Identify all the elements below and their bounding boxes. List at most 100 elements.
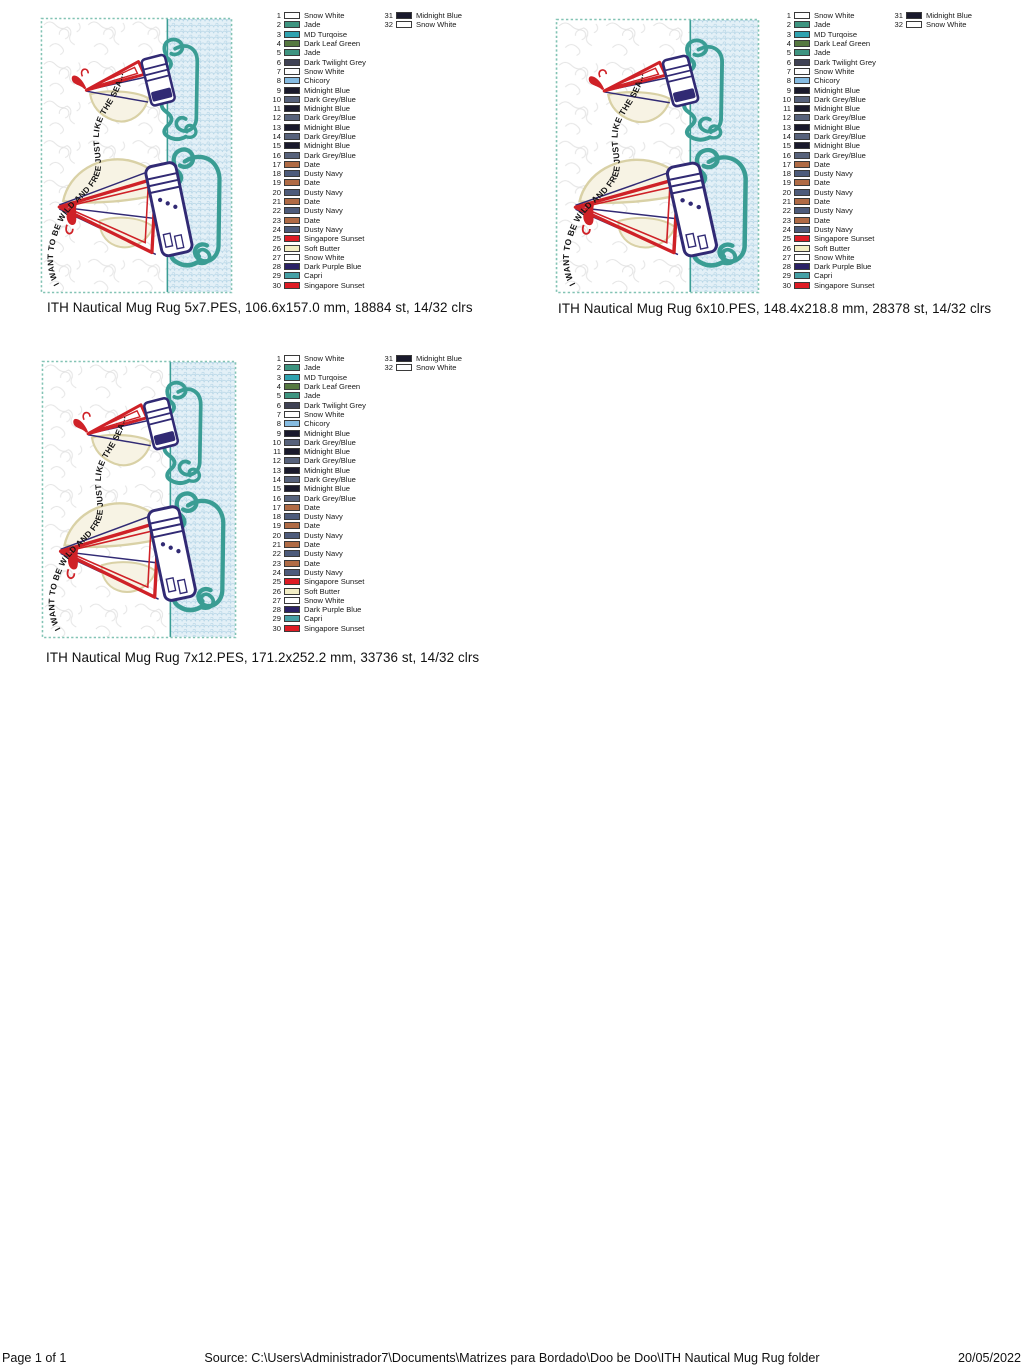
thread-row: 2 Jade (268, 363, 366, 372)
thread-swatch (284, 207, 300, 215)
thread-swatch (284, 448, 300, 456)
thread-name: Dark Twilight Grey (814, 57, 876, 67)
thread-row: 18 Dusty Navy (268, 512, 366, 521)
sailboat-small (73, 380, 203, 486)
thread-row: 21 Date (268, 540, 366, 549)
thread-swatch (794, 244, 810, 252)
thread-swatch (284, 466, 300, 474)
thread-name: Dusty Navy (304, 187, 343, 197)
red-sail-small (84, 60, 146, 92)
thread-name: Date (304, 178, 321, 188)
thread-swatch (284, 188, 300, 196)
thread-swatch (396, 364, 412, 372)
thread-row: 24 Dusty Navy (778, 225, 876, 234)
thread-number: 28 (272, 605, 281, 615)
thread-row: 14 Dark Grey/Blue (778, 132, 876, 141)
thread-number: 1 (276, 354, 281, 364)
thread-name: Dark Leaf Green (814, 39, 871, 49)
thread-number: 30 (782, 280, 791, 290)
thread-row: 10 Dark Grey/Blue (268, 95, 366, 104)
thread-name: Singapore Sunset (304, 577, 365, 587)
thread-swatch (284, 123, 300, 131)
thread-name: Jade (814, 20, 831, 30)
thread-swatch (284, 67, 300, 75)
thread-row: 3 MD Turqoise (778, 30, 876, 39)
thread-swatch (284, 503, 300, 511)
thread-row: 31 Midnight Blue (380, 354, 462, 363)
thread-name: Chicory (304, 419, 330, 429)
thread-number: 1 (276, 11, 281, 21)
thread-name: Snow White (304, 354, 345, 364)
thread-number: 18 (782, 169, 791, 179)
thread-swatch (284, 541, 300, 549)
thread-number: 9 (276, 85, 281, 95)
thread-swatch (284, 615, 300, 623)
thread-row: 1 Snow White (268, 354, 366, 363)
thread-swatch (284, 559, 300, 567)
thread-swatch (284, 77, 300, 85)
thread-swatch (396, 21, 412, 29)
thread-swatch (794, 179, 810, 187)
thread-number: 17 (272, 159, 281, 169)
thread-name: Dusty Navy (304, 530, 343, 540)
thread-number: 4 (276, 39, 281, 49)
thread-name: Jade (304, 20, 321, 30)
thread-number: 10 (272, 94, 281, 104)
thread-number: 14 (272, 132, 281, 141)
thread-row: 31 Midnight Blue (890, 11, 972, 20)
thread-name: MD Turqoise (814, 29, 858, 39)
thread-name: Dusty Navy (304, 169, 343, 179)
thread-swatch (284, 587, 300, 595)
thread-row: 23 Date (268, 216, 366, 225)
thread-row: 12 Dark Grey/Blue (268, 113, 366, 122)
hull-large (144, 161, 194, 258)
thread-swatch (284, 198, 300, 206)
thread-swatch (794, 281, 810, 289)
flag-small (73, 418, 89, 433)
thread-name: Midnight Blue (304, 447, 351, 457)
thread-swatch (284, 86, 300, 94)
thread-swatch (284, 105, 300, 113)
thread-name: Dark Grey/Blue (304, 132, 356, 141)
thread-row: 7 Snow White (268, 410, 366, 419)
thread-swatch (284, 550, 300, 558)
thread-swatch (284, 21, 300, 29)
thread-name: Midnight Blue (304, 141, 351, 151)
thread-swatch (396, 12, 412, 20)
thread-number: 6 (276, 57, 281, 67)
thread-number: 2 (276, 363, 281, 373)
thread-row: 8 Chicory (778, 76, 876, 85)
thread-row: 22 Dusty Navy (268, 206, 366, 215)
thread-number: 17 (272, 502, 281, 512)
boat-artwork: I WANT TO BE WILD AND FREE JUST LIKE THE… (41, 360, 237, 639)
thread-name: Dark Grey/Blue (814, 113, 866, 123)
thread-number: 5 (786, 48, 791, 58)
thread-row: 22 Dusty Navy (268, 549, 366, 558)
thread-number: 18 (272, 169, 281, 179)
footer-date: 20/05/2022 (957, 1351, 1021, 1365)
design-block-7x12: I WANT TO BE WILD AND FREE JUST LIKE THE… (40, 354, 510, 684)
thread-row: 1 Snow White (778, 11, 876, 20)
thread-number: 31 (384, 11, 393, 21)
thread-swatch (284, 383, 300, 391)
thread-number: 25 (272, 577, 281, 587)
thread-swatch (906, 21, 922, 29)
thread-name: Date (304, 197, 321, 207)
thread-swatch (284, 364, 300, 372)
thread-row: 32 Snow White (380, 363, 462, 372)
thread-row: 11 Midnight Blue (268, 447, 366, 456)
thread-name: Singapore Sunset (814, 234, 875, 244)
thread-number: 31 (384, 354, 393, 364)
thread-number: 27 (272, 595, 281, 605)
thread-number: 14 (782, 132, 791, 141)
thread-name: Chicory (814, 76, 840, 86)
thread-name: Midnight Blue (416, 11, 463, 21)
thread-name: Dark Grey/Blue (304, 150, 356, 160)
thread-name: Soft Butter (304, 243, 340, 253)
thread-swatch (284, 410, 300, 418)
hull-large (147, 505, 197, 602)
thread-name: Dusty Navy (814, 169, 853, 179)
thread-row: 23 Date (778, 216, 876, 225)
thread-swatch (794, 216, 810, 224)
thread-number: 11 (273, 447, 281, 457)
